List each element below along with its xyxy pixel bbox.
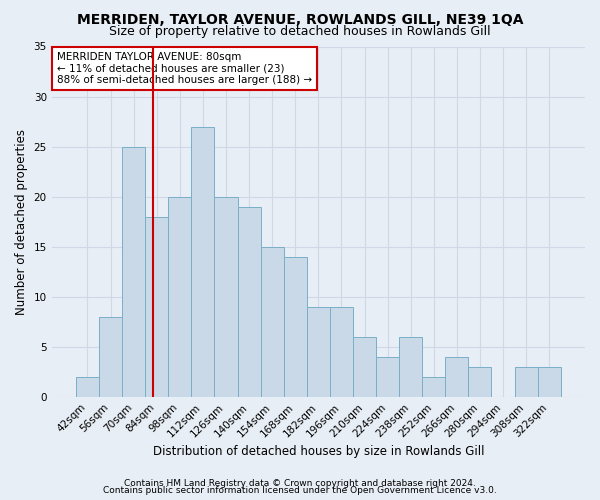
Bar xyxy=(469,367,491,397)
Bar xyxy=(238,207,260,397)
Text: Size of property relative to detached houses in Rowlands Gill: Size of property relative to detached ho… xyxy=(109,25,491,38)
Text: MERRIDEN TAYLOR AVENUE: 80sqm
← 11% of detached houses are smaller (23)
88% of s: MERRIDEN TAYLOR AVENUE: 80sqm ← 11% of d… xyxy=(57,52,312,85)
Bar xyxy=(307,307,330,397)
Bar xyxy=(353,337,376,397)
Bar xyxy=(99,317,122,397)
X-axis label: Distribution of detached houses by size in Rowlands Gill: Distribution of detached houses by size … xyxy=(152,444,484,458)
Bar xyxy=(122,146,145,397)
Y-axis label: Number of detached properties: Number of detached properties xyxy=(15,129,28,315)
Bar xyxy=(515,367,538,397)
Bar xyxy=(284,257,307,397)
Text: Contains public sector information licensed under the Open Government Licence v3: Contains public sector information licen… xyxy=(103,486,497,495)
Bar xyxy=(191,126,214,397)
Bar xyxy=(214,197,238,397)
Text: MERRIDEN, TAYLOR AVENUE, ROWLANDS GILL, NE39 1QA: MERRIDEN, TAYLOR AVENUE, ROWLANDS GILL, … xyxy=(77,12,523,26)
Bar xyxy=(260,247,284,397)
Bar xyxy=(168,197,191,397)
Bar xyxy=(330,307,353,397)
Bar xyxy=(76,377,99,397)
Bar xyxy=(422,377,445,397)
Text: Contains HM Land Registry data © Crown copyright and database right 2024.: Contains HM Land Registry data © Crown c… xyxy=(124,478,476,488)
Bar xyxy=(445,357,469,397)
Bar xyxy=(145,217,168,397)
Bar xyxy=(399,337,422,397)
Bar xyxy=(538,367,561,397)
Bar xyxy=(376,357,399,397)
